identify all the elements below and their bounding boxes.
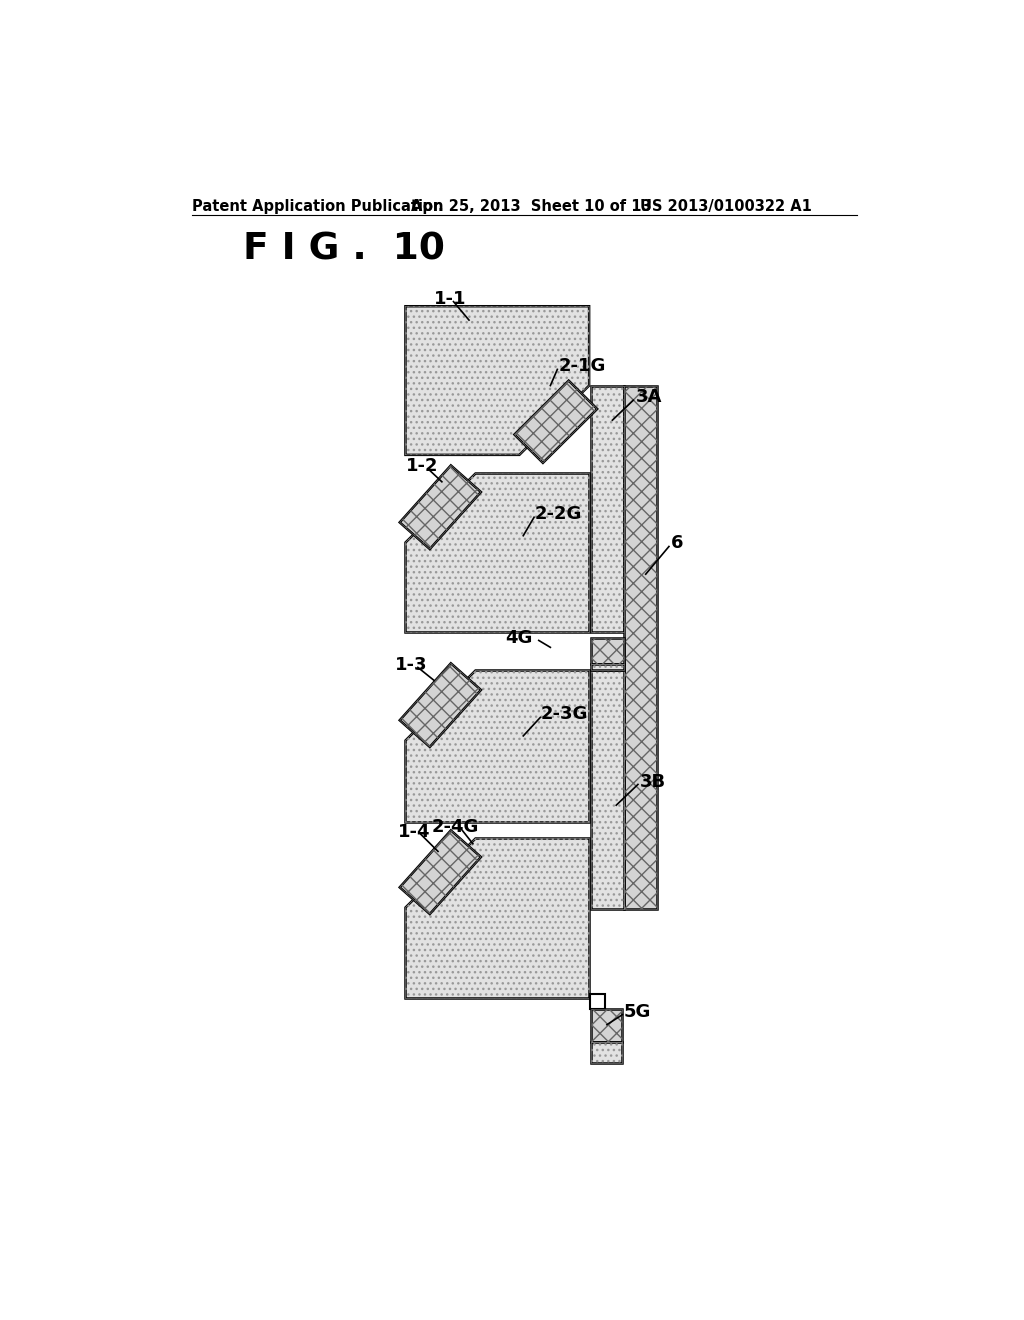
Polygon shape bbox=[399, 663, 481, 747]
Polygon shape bbox=[592, 638, 624, 664]
Text: 2-1G: 2-1G bbox=[558, 358, 605, 375]
Polygon shape bbox=[592, 1043, 623, 1063]
Text: 2-4G: 2-4G bbox=[432, 818, 479, 836]
Polygon shape bbox=[406, 671, 589, 822]
Text: 1-2: 1-2 bbox=[406, 458, 438, 475]
Text: 5G: 5G bbox=[624, 1003, 651, 1020]
Polygon shape bbox=[592, 1010, 623, 1043]
Text: F I G .  10: F I G . 10 bbox=[243, 231, 444, 267]
Text: Patent Application Publication: Patent Application Publication bbox=[193, 198, 443, 214]
Polygon shape bbox=[624, 385, 656, 909]
Text: 4G: 4G bbox=[506, 630, 532, 647]
Text: 1-1: 1-1 bbox=[434, 289, 467, 308]
Polygon shape bbox=[592, 385, 624, 632]
Text: 1-3: 1-3 bbox=[395, 656, 428, 675]
Text: 6: 6 bbox=[671, 535, 683, 552]
Text: 2-3G: 2-3G bbox=[541, 705, 589, 723]
Polygon shape bbox=[592, 671, 624, 909]
Polygon shape bbox=[590, 994, 605, 1010]
Polygon shape bbox=[406, 306, 589, 455]
Text: 1-4: 1-4 bbox=[397, 824, 430, 841]
Polygon shape bbox=[592, 664, 624, 671]
Text: Apr. 25, 2013  Sheet 10 of 13: Apr. 25, 2013 Sheet 10 of 13 bbox=[411, 198, 651, 214]
Polygon shape bbox=[399, 466, 481, 549]
Polygon shape bbox=[514, 380, 597, 463]
Text: 2-2G: 2-2G bbox=[535, 506, 583, 523]
Polygon shape bbox=[399, 830, 481, 913]
Text: 3B: 3B bbox=[640, 774, 666, 791]
Text: 3A: 3A bbox=[636, 388, 662, 407]
Text: US 2013/0100322 A1: US 2013/0100322 A1 bbox=[640, 198, 811, 214]
Polygon shape bbox=[406, 838, 589, 998]
Polygon shape bbox=[406, 473, 589, 632]
